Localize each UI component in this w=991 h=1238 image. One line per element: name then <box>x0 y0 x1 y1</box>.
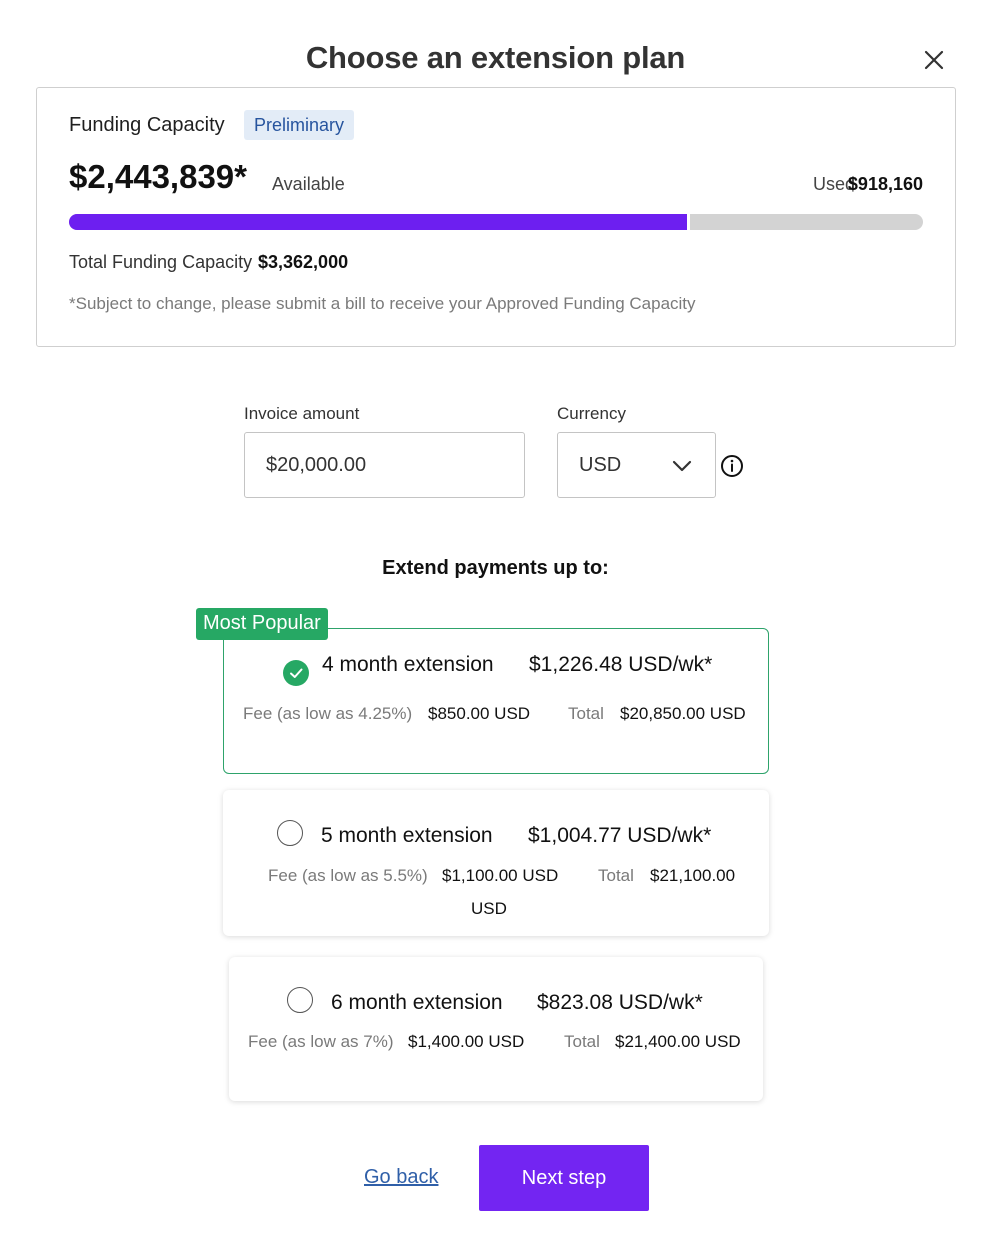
check-circle-icon <box>283 660 309 686</box>
plan-weekly-price: $1,004.77 USD/wk* <box>528 824 712 847</box>
funding-capacity-card: Funding Capacity Preliminary $2,443,839*… <box>36 87 956 347</box>
funding-progress-bar <box>69 214 923 230</box>
close-icon[interactable] <box>920 46 948 74</box>
progress-fill <box>69 214 690 230</box>
info-icon[interactable] <box>720 454 744 478</box>
plan-weekly-price: $1,226.48 USD/wk* <box>529 653 713 676</box>
close-button[interactable] <box>920 46 948 74</box>
plan-total-value: $20,850.00 USD <box>620 704 746 723</box>
plan-card-4-month[interactable]: 4 month extension $1,226.48 USD/wk* Fee … <box>223 628 769 774</box>
total-funding-value: $3,362,000 <box>258 252 349 272</box>
plan-total-label: Total <box>598 866 634 885</box>
plan-name: 6 month extension <box>331 991 503 1014</box>
funding-capacity-title: Funding Capacity <box>69 114 225 136</box>
go-back-link[interactable]: Go back <box>364 1166 439 1188</box>
total-funding-label: Total Funding Capacity <box>69 252 253 272</box>
plan-total-label: Total <box>564 1032 600 1051</box>
plan-fee-value: $850.00 USD <box>428 704 531 723</box>
invoice-amount-label: Invoice amount <box>244 404 360 423</box>
plan-total-label: Total <box>568 704 604 723</box>
next-step-button[interactable]: Next step <box>479 1145 649 1211</box>
extend-payments-heading: Extend payments up to: <box>382 557 609 579</box>
plan-weekly-price: $823.08 USD/wk* <box>537 991 703 1014</box>
currency-select[interactable]: USD <box>557 432 716 498</box>
plan-name: 4 month extension <box>322 653 494 676</box>
plan-card-6-month[interactable]: 6 month extension $823.08 USD/wk* Fee (a… <box>229 957 763 1101</box>
plan-fee-label: Fee (as low as 5.5%) <box>268 866 428 885</box>
currency-value: USD <box>579 454 622 476</box>
plan-fee-label: Fee (as low as 4.25%) <box>243 704 413 723</box>
radio-button[interactable] <box>277 820 303 846</box>
disclaimer-text: *Subject to change, please submit a bill… <box>69 294 696 313</box>
currency-label: Currency <box>557 404 626 423</box>
invoice-amount-input[interactable] <box>244 432 525 498</box>
available-amount: $2,443,839* <box>69 158 248 195</box>
used-label: Used <box>812 174 855 194</box>
chevron-down-icon <box>672 460 692 472</box>
plan-total-value: $21,400.00 USD <box>615 1032 741 1051</box>
plan-fee-value: $1,400.00 USD <box>408 1032 525 1051</box>
plan-total-value-continued: USD <box>471 899 507 918</box>
plan-name: 5 month extension <box>321 824 493 847</box>
plan-fee-value: $1,100.00 USD <box>442 866 559 885</box>
status-badge: Preliminary <box>244 110 355 140</box>
available-label: Available <box>272 174 345 194</box>
modal-title: Choose an extension plan <box>305 40 686 75</box>
plan-card-5-month[interactable]: 5 month extension $1,004.77 USD/wk* Fee … <box>223 790 769 936</box>
plan-total-value: $21,100.00 <box>650 866 736 885</box>
plan-fee-label: Fee (as low as 7%) <box>248 1032 394 1051</box>
radio-button[interactable] <box>287 987 313 1013</box>
used-value: $918,160 <box>847 174 923 194</box>
most-popular-badge: Most Popular <box>196 608 328 640</box>
